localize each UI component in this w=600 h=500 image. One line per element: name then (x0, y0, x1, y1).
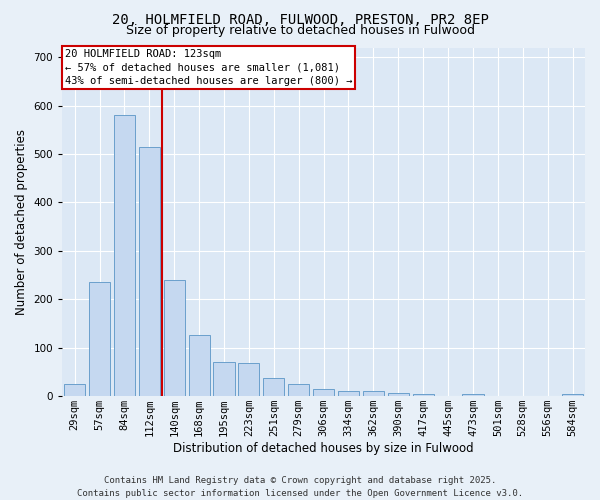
Text: 20 HOLMFIELD ROAD: 123sqm
← 57% of detached houses are smaller (1,081)
43% of se: 20 HOLMFIELD ROAD: 123sqm ← 57% of detac… (65, 49, 352, 86)
Text: Size of property relative to detached houses in Fulwood: Size of property relative to detached ho… (125, 24, 475, 37)
Bar (463, 394, 484, 396)
Bar (164, 280, 185, 396)
Text: 20, HOLMFIELD ROAD, FULWOOD, PRESTON, PR2 8EP: 20, HOLMFIELD ROAD, FULWOOD, PRESTON, PR… (112, 12, 488, 26)
Y-axis label: Number of detached properties: Number of detached properties (15, 129, 28, 315)
Bar (89, 282, 110, 396)
Bar (214, 362, 235, 396)
X-axis label: Distribution of detached houses by size in Fulwood: Distribution of detached houses by size … (173, 442, 474, 455)
Bar (288, 384, 309, 396)
Bar (263, 378, 284, 396)
Text: Contains HM Land Registry data © Crown copyright and database right 2025.
Contai: Contains HM Land Registry data © Crown c… (77, 476, 523, 498)
Bar (114, 116, 135, 396)
Bar (64, 384, 85, 396)
Bar (363, 392, 384, 396)
Bar (338, 392, 359, 396)
Bar (188, 334, 210, 396)
Bar (388, 393, 409, 396)
Bar (313, 389, 334, 396)
Bar (413, 394, 434, 396)
Bar (139, 147, 160, 396)
Bar (238, 363, 259, 396)
Bar (562, 394, 583, 396)
